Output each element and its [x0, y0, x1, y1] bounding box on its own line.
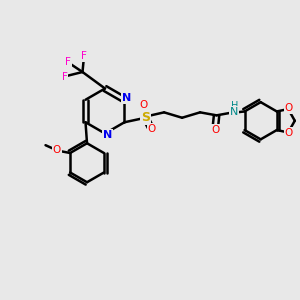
Text: O: O: [285, 128, 293, 138]
Text: F: F: [61, 71, 68, 82]
Text: F: F: [65, 57, 71, 68]
Text: O: O: [53, 145, 61, 155]
Text: O: O: [140, 100, 148, 110]
Text: O: O: [211, 125, 219, 135]
Text: S: S: [141, 111, 150, 124]
Text: N: N: [122, 93, 131, 103]
Text: F: F: [81, 51, 87, 62]
Text: H: H: [231, 101, 239, 111]
Text: O: O: [285, 103, 293, 113]
Text: N: N: [230, 107, 238, 117]
Text: N: N: [103, 130, 112, 140]
Text: O: O: [147, 124, 156, 134]
